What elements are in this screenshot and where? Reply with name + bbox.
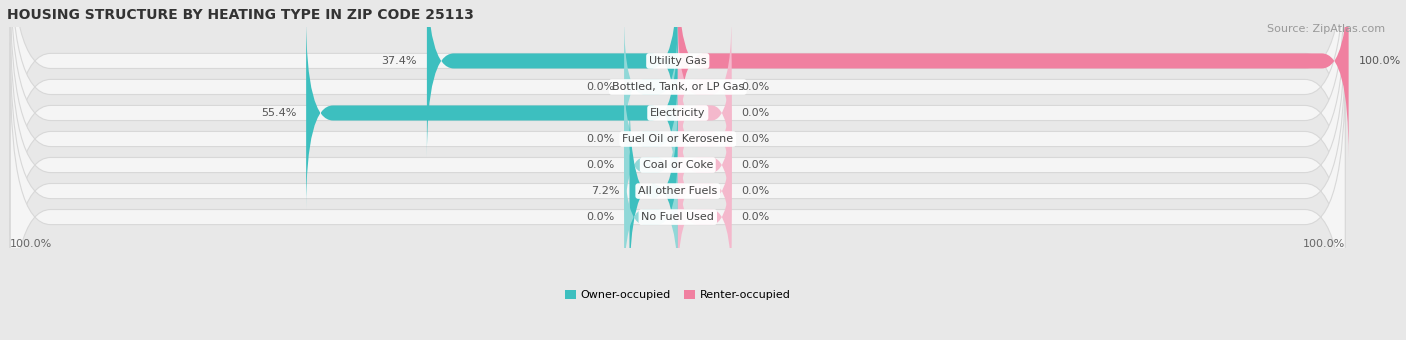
Text: 0.0%: 0.0% [741, 160, 769, 170]
Text: Coal or Coke: Coal or Coke [643, 160, 713, 170]
Text: 0.0%: 0.0% [586, 134, 614, 144]
Text: All other Fuels: All other Fuels [638, 186, 717, 196]
FancyBboxPatch shape [10, 0, 1346, 236]
FancyBboxPatch shape [624, 95, 678, 236]
Text: 7.2%: 7.2% [591, 186, 620, 196]
FancyBboxPatch shape [307, 16, 678, 209]
FancyBboxPatch shape [678, 42, 731, 184]
Text: Bottled, Tank, or LP Gas: Bottled, Tank, or LP Gas [612, 82, 744, 92]
Text: 37.4%: 37.4% [381, 56, 416, 66]
FancyBboxPatch shape [624, 147, 678, 288]
FancyBboxPatch shape [678, 68, 731, 209]
Text: 0.0%: 0.0% [741, 186, 769, 196]
FancyBboxPatch shape [678, 147, 731, 288]
FancyBboxPatch shape [624, 68, 678, 209]
Text: No Fuel Used: No Fuel Used [641, 212, 714, 222]
Text: 0.0%: 0.0% [586, 212, 614, 222]
FancyBboxPatch shape [10, 0, 1346, 261]
Text: 0.0%: 0.0% [741, 212, 769, 222]
FancyBboxPatch shape [10, 68, 1346, 340]
Legend: Owner-occupied, Renter-occupied: Owner-occupied, Renter-occupied [561, 286, 794, 305]
FancyBboxPatch shape [678, 16, 731, 157]
Text: Utility Gas: Utility Gas [650, 56, 707, 66]
Text: 0.0%: 0.0% [741, 134, 769, 144]
FancyBboxPatch shape [630, 95, 678, 288]
Text: 0.0%: 0.0% [741, 108, 769, 118]
Text: 55.4%: 55.4% [260, 108, 297, 118]
FancyBboxPatch shape [427, 0, 678, 157]
Text: 100.0%: 100.0% [1303, 239, 1346, 249]
Text: Source: ZipAtlas.com: Source: ZipAtlas.com [1267, 24, 1385, 34]
FancyBboxPatch shape [678, 121, 731, 261]
Text: Fuel Oil or Kerosene: Fuel Oil or Kerosene [623, 134, 734, 144]
Text: 0.0%: 0.0% [586, 82, 614, 92]
Text: HOUSING STRUCTURE BY HEATING TYPE IN ZIP CODE 25113: HOUSING STRUCTURE BY HEATING TYPE IN ZIP… [7, 8, 474, 22]
Text: 0.0%: 0.0% [741, 82, 769, 92]
FancyBboxPatch shape [678, 95, 731, 236]
Text: 100.0%: 100.0% [10, 239, 52, 249]
FancyBboxPatch shape [10, 0, 1346, 209]
FancyBboxPatch shape [10, 16, 1346, 313]
Text: 0.0%: 0.0% [586, 160, 614, 170]
FancyBboxPatch shape [10, 0, 1346, 288]
Text: 100.0%: 100.0% [1358, 56, 1400, 66]
FancyBboxPatch shape [10, 42, 1346, 340]
FancyBboxPatch shape [624, 16, 678, 157]
FancyBboxPatch shape [678, 0, 1348, 157]
Text: Electricity: Electricity [650, 108, 706, 118]
